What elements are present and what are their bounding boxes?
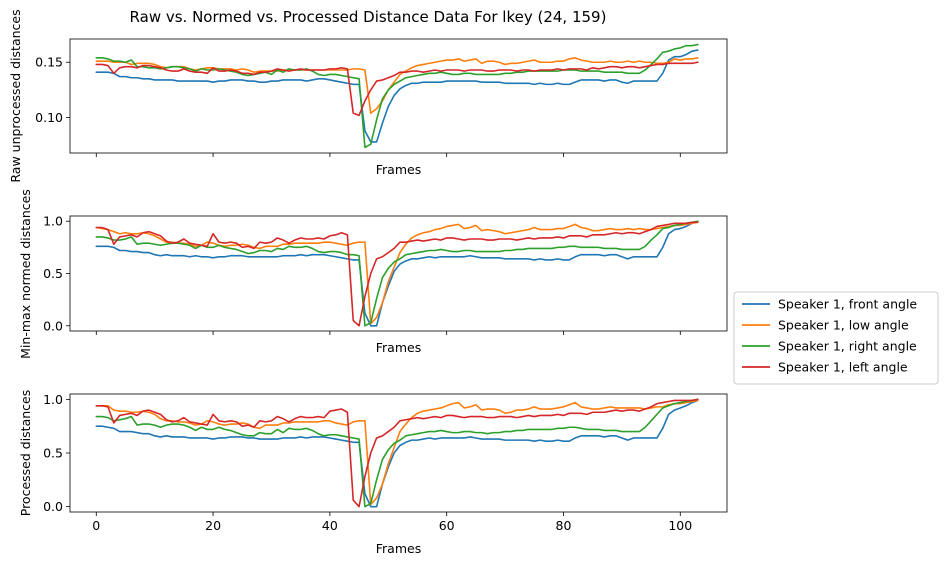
x-tick-label: 40 xyxy=(322,518,338,533)
legend-box xyxy=(733,291,939,385)
panel-1: 0.10 0.15 Frames Raw unprocessed distances xyxy=(8,9,728,183)
series-line-1-3 xyxy=(95,43,699,149)
y-tick-label: 0.0 xyxy=(43,499,63,514)
series-line-1-2 xyxy=(95,57,699,114)
series-line-1-4 xyxy=(95,61,699,117)
y-tick-label: 0.10 xyxy=(35,110,63,125)
x-tick-label: 0 xyxy=(92,518,100,533)
y-tick-label: 0.5 xyxy=(43,266,63,281)
y-tick-label: 0.15 xyxy=(35,55,63,70)
chart-title: Raw vs. Normed vs. Processed Distance Da… xyxy=(130,8,607,26)
series-line-2-1 xyxy=(95,220,699,327)
y-axis-label: Processed distances xyxy=(18,390,33,517)
legend-label: Speaker 1, right angle xyxy=(778,339,917,354)
series-line-3-2 xyxy=(95,399,699,506)
x-axis-label: Frames xyxy=(376,340,421,355)
series-line-2-2 xyxy=(95,221,699,325)
series-line-2-4 xyxy=(95,221,699,327)
x-tick-label: 100 xyxy=(668,518,692,533)
axes-frame xyxy=(69,393,728,513)
x-tick-label: 20 xyxy=(205,518,221,533)
legend-label: Speaker 1, front angle xyxy=(778,297,917,312)
legend-label: Speaker 1, low angle xyxy=(778,318,909,333)
panel-3: 0 20 40 60 80 100 0.0 0.5 1.0 Frames Processed dis… xyxy=(18,390,728,556)
y-tick-label: 0.0 xyxy=(43,318,63,333)
axes-frame xyxy=(69,38,728,154)
x-tick-label: 80 xyxy=(556,518,572,533)
series-line-3-4 xyxy=(95,398,699,508)
x-axis-label: Frames xyxy=(376,541,421,556)
legend: Speaker 1, front angle Speaker 1, low ang… xyxy=(733,291,939,385)
series-line-2-3 xyxy=(95,220,699,327)
legend-label: Speaker 1, left angle xyxy=(778,360,908,375)
panel-2: 0.0 0.5 1.0 Frames Min-max normed distances xyxy=(18,189,728,359)
y-tick-label: 1.0 xyxy=(43,392,63,407)
x-tick-label: 60 xyxy=(439,518,455,533)
y-tick-label: 1.0 xyxy=(43,214,63,229)
y-tick-label: 0.5 xyxy=(43,446,63,461)
series-line-3-3 xyxy=(95,398,699,508)
y-axis-label: Raw unprocessed distances xyxy=(8,9,23,182)
series-line-1-1 xyxy=(95,49,699,143)
y-axis-label: Min-max normed distances xyxy=(18,189,33,359)
x-axis-label: Frames xyxy=(376,162,421,177)
series-line-3-1 xyxy=(95,399,699,508)
